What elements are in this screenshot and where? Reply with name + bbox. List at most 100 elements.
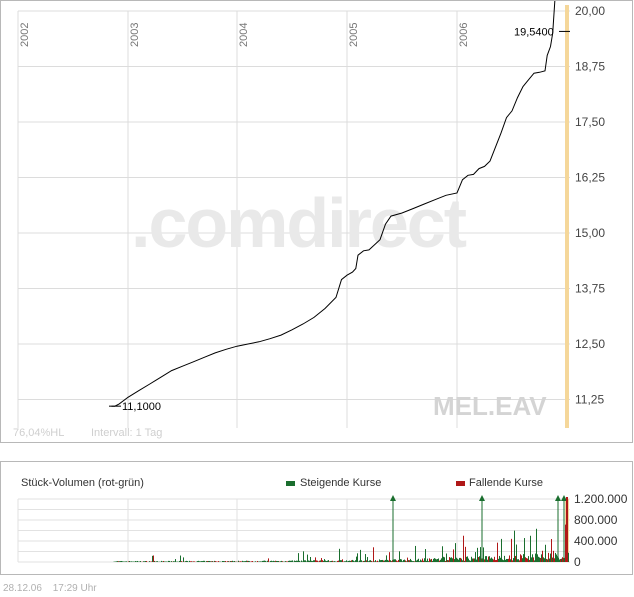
volume-bar — [503, 560, 504, 562]
x-tick-label: 2006 — [458, 23, 470, 47]
y-tick-label: 13,75 — [575, 282, 605, 296]
volume-bar — [211, 561, 212, 562]
volume-bar — [278, 560, 279, 562]
volume-bar — [443, 556, 444, 562]
volume-bar — [462, 560, 463, 562]
volume-bar — [242, 560, 243, 562]
volume-bar — [507, 558, 508, 562]
volume-bar — [544, 558, 545, 562]
volume-bar — [497, 542, 498, 562]
price-series-line — [111, 0, 556, 407]
volume-bar — [385, 559, 386, 562]
volume-bar — [260, 561, 261, 562]
volume-bar — [546, 558, 547, 562]
volume-bar — [308, 560, 309, 562]
volume-bar — [239, 561, 240, 562]
volume-bar — [280, 561, 281, 562]
volume-bar — [490, 558, 491, 562]
volume-bar — [324, 559, 325, 562]
y-tick-label: 12,50 — [575, 337, 605, 351]
volume-bar — [203, 560, 204, 562]
volume-bar — [492, 558, 493, 562]
volume-bar — [329, 561, 330, 562]
volume-bar — [381, 560, 382, 562]
legend-rising-swatch — [286, 481, 295, 486]
volume-bar — [337, 560, 338, 562]
volume-bar — [493, 559, 494, 562]
volume-bar — [252, 561, 253, 562]
volume-bar — [478, 557, 479, 562]
volume-bar — [200, 561, 201, 562]
max-value-label: 19,5400 — [514, 26, 554, 38]
volume-bar — [408, 560, 409, 562]
volume-bar — [365, 554, 366, 562]
volume-bar — [143, 561, 144, 562]
volume-bar — [475, 552, 476, 562]
volume-bar — [316, 560, 317, 562]
volume-bar — [151, 561, 152, 562]
volume-bar — [426, 560, 427, 562]
volume-bar — [423, 560, 424, 562]
volume-y-tick-label: 400.000 — [574, 534, 618, 548]
volume-bar — [204, 560, 205, 562]
volume-bar — [455, 543, 456, 562]
latest-highlight-band — [565, 5, 569, 428]
volume-bar — [447, 560, 448, 562]
volume-bar — [415, 545, 416, 562]
volume-bar — [222, 560, 223, 562]
volume-bar — [340, 560, 341, 562]
volume-bar — [255, 561, 256, 562]
volume-bar — [459, 557, 460, 562]
footer-time: 17:29 Uhr — [52, 583, 97, 594]
volume-bar — [307, 554, 308, 562]
volume-bar — [286, 561, 287, 562]
volume-bar — [274, 561, 275, 562]
volume-bar — [397, 561, 398, 562]
volume-bar — [540, 557, 541, 562]
volume-bar — [494, 556, 495, 562]
volume-bar — [272, 561, 273, 562]
volume-bar — [387, 559, 388, 562]
volume-bar — [508, 558, 509, 562]
volume-bar — [523, 554, 524, 562]
volume-bar — [291, 560, 292, 562]
volume-bar — [395, 559, 396, 562]
volume-bar — [154, 560, 155, 562]
volume-bar — [276, 560, 277, 562]
volume-bar — [175, 559, 176, 562]
volume-bar — [319, 560, 320, 562]
volume-bar — [450, 557, 451, 562]
volume-bar — [347, 561, 348, 562]
volume-bar — [318, 561, 319, 562]
volume-bar — [464, 560, 465, 562]
volume-bar — [245, 561, 246, 562]
volume-bar — [194, 561, 195, 562]
volume-bar — [349, 560, 350, 562]
volume-bar — [390, 560, 391, 562]
volume-bar — [125, 561, 126, 562]
volume-bar — [449, 557, 450, 562]
volume-bar — [505, 559, 506, 562]
volume-bar — [416, 560, 417, 562]
volume-bar — [380, 560, 381, 562]
volume-bar — [321, 558, 322, 562]
volume-bar — [527, 558, 528, 562]
volume-bar — [262, 560, 263, 562]
volume-bar — [491, 557, 492, 562]
volume-bar — [168, 560, 169, 562]
volume-bar — [157, 561, 158, 562]
volume-bar — [431, 558, 432, 562]
x-tick-label: 2003 — [129, 23, 141, 47]
volume-bar — [517, 559, 518, 562]
volume-bar — [417, 559, 418, 562]
volume-bar — [306, 561, 307, 562]
interval-text: Intervall: 1 Tag — [91, 427, 162, 439]
volume-bar — [425, 549, 426, 562]
volume-bar — [228, 561, 229, 562]
volume-bar — [310, 557, 311, 562]
volume-bar — [452, 558, 453, 562]
volume-bar — [267, 560, 268, 562]
volume-bar — [461, 558, 462, 562]
volume-bar — [440, 559, 441, 562]
volume-bar — [483, 547, 484, 562]
